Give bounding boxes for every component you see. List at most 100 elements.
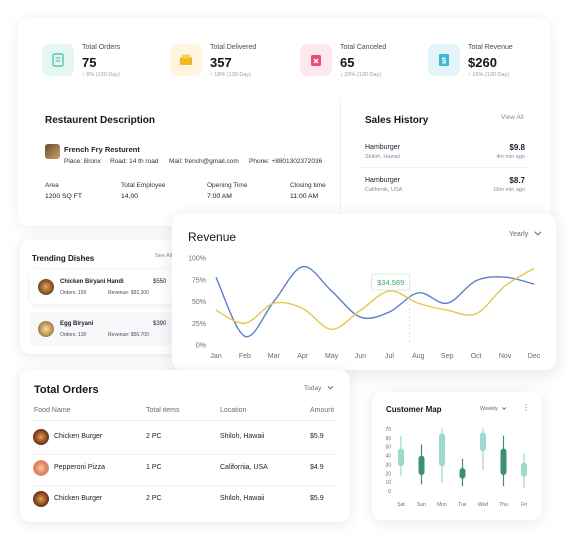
- stat-label: Total Delivered: [210, 44, 257, 51]
- stat-change: ↑ 18% (130 Day): [210, 72, 251, 78]
- dish-name: Chicken Biryani Handi: [60, 279, 124, 285]
- period-dropdown-value: Yearly: [509, 231, 529, 238]
- food-amount: $5.9: [310, 433, 324, 440]
- x-tick-label: Wed: [478, 502, 488, 508]
- dish-orders: Orders: 130: [60, 332, 87, 338]
- restaurant-name: French Fry Resturent: [64, 145, 140, 154]
- up-arrow-icon: ↑: [210, 72, 213, 78]
- biryani-dish-icon: [38, 279, 54, 295]
- closing-value: 11:00 AM: [290, 193, 319, 200]
- sale-item-name: Hamburger: [365, 144, 401, 151]
- revenue-icon: $: [428, 44, 460, 76]
- restaurant-mail: Mail: french@gmail.com: [169, 158, 239, 165]
- up-arrow-icon: ↑: [82, 72, 85, 78]
- y-tick-label: 75%: [192, 277, 206, 284]
- candle-body[interactable]: [398, 448, 404, 467]
- col-header-items: Total items: [146, 407, 180, 414]
- box-icon: [170, 44, 202, 76]
- customer-map-card: Customer Map Weekly ⋮ 70 60 50 40 30 20 10 0 Sat…: [372, 392, 542, 520]
- sales-history-card: Sales History View All Hamburger Shiloh,…: [340, 100, 540, 224]
- restaurant-road: Road: 14 th road: [110, 158, 159, 165]
- food-items: 2 PC: [146, 495, 162, 502]
- egg-biryani-dish-icon: [38, 321, 54, 337]
- x-tick-label: Tue: [458, 502, 467, 508]
- customer-candlestick-chart: 70 60 50 40 30 20 10 0 Sat Sun Mon Tue Wed Thu Fri: [385, 427, 527, 508]
- burger-icon: [33, 429, 49, 445]
- orders-title: Total Orders: [34, 384, 99, 396]
- pizza-icon: [33, 460, 49, 476]
- x-tick-label: Sep: [441, 353, 454, 360]
- stat-label: Total Canceled: [340, 44, 387, 51]
- total-orders-card: Total Orders Today Food Name Total items…: [20, 370, 350, 522]
- x-tick-label: Jan: [210, 353, 221, 360]
- stat-label: Total Revenue: [468, 44, 513, 51]
- food-items: 1 PC: [146, 464, 162, 471]
- dish-orders: Orders: 150: [60, 290, 87, 296]
- stat-change: ↓ 20% (130 Day): [340, 72, 381, 78]
- stat-value: 65: [340, 55, 355, 70]
- dish-price: $390: [153, 321, 167, 327]
- down-arrow-icon: ↓: [340, 72, 343, 78]
- stat-value: 75: [82, 55, 97, 70]
- sale-item-price: $9.8: [509, 143, 525, 152]
- table-row[interactable]: Chicken Burger 2 PC Shiloh, Hawaii $5.9: [20, 425, 350, 451]
- x-tick-label: Jul: [385, 353, 394, 360]
- divider: [30, 420, 338, 421]
- stat-value: 357: [210, 55, 232, 70]
- restaurant-logo: [45, 144, 60, 159]
- stat-label: Total Orders: [82, 44, 121, 51]
- trending-item[interactable]: Chicken Biryani Handi Orders: 150 Revenu…: [30, 270, 174, 304]
- opening-value: 7:00 AM: [207, 193, 232, 200]
- customer-map-title: Customer Map: [386, 405, 442, 414]
- candle-body[interactable]: [521, 462, 527, 477]
- trending-item[interactable]: Egg Biryani Orders: 130 Revenue: $56,700…: [30, 312, 174, 346]
- food-location: California, USA: [220, 464, 268, 471]
- y-tick-label: 0: [388, 489, 391, 495]
- restaurant-place: Place: Bronx: [64, 158, 101, 165]
- x-tick-label: Thu: [499, 502, 508, 508]
- food-location: Shiloh, Hawaii: [220, 495, 265, 502]
- trending-title: Trending Dishes: [32, 254, 95, 263]
- y-tick-label: 30: [385, 462, 391, 468]
- food-name: Chicken Burger: [54, 433, 103, 440]
- candle-body[interactable]: [439, 433, 445, 467]
- orders-filter-dropdown[interactable]: Today: [304, 383, 334, 392]
- x-tick-label: Jun: [355, 353, 366, 360]
- col-header-location: Location: [220, 407, 247, 414]
- table-row[interactable]: Chicken Burger 2 PC Shiloh, Hawaii $5.9: [20, 487, 350, 513]
- candle-body[interactable]: [459, 467, 466, 479]
- candle-body[interactable]: [500, 448, 507, 476]
- see-all-link[interactable]: See All: [155, 253, 173, 259]
- candle-body[interactable]: [418, 455, 425, 476]
- customer-map-filter-value: Weekly: [480, 406, 498, 412]
- sale-item-place: Shiloh, Hawaii: [365, 154, 400, 160]
- employee-label: Total Employee: [121, 182, 166, 189]
- dish-price: $550: [153, 279, 167, 285]
- more-options-icon[interactable]: ⋮: [522, 403, 530, 412]
- dish-revenue: Revenue: $56,700: [108, 332, 149, 338]
- dish-revenue: Revenue: $92,300: [108, 290, 149, 296]
- view-all-link[interactable]: View All: [501, 114, 524, 121]
- x-tick-label: Mar: [268, 353, 281, 360]
- period-dropdown[interactable]: Yearly: [509, 228, 542, 238]
- y-tick-label: 70: [385, 427, 391, 433]
- revenue-card: Revenue Yearly 100% 75% 50% 25% 0% Jan Feb Mar A…: [172, 214, 556, 370]
- x-tick-label: Mon: [437, 502, 447, 508]
- y-tick-label: 0%: [196, 343, 206, 350]
- stat-change: ↑ 6% (130 Day): [82, 72, 120, 78]
- sale-item-price: $8.7: [509, 176, 525, 185]
- sale-item-time: 16m min ago: [493, 187, 525, 193]
- x-tick-label: Apr: [297, 353, 309, 360]
- opening-label: Opening Time: [207, 182, 248, 189]
- tooltip-value: $34,589: [377, 278, 404, 287]
- up-arrow-icon: ↑: [468, 72, 471, 78]
- restaurant-phone: Phone: +8801302372036: [249, 158, 323, 165]
- x-tick-label: Dec: [528, 353, 541, 360]
- x-tick-label: Sun: [417, 502, 426, 508]
- table-row[interactable]: Pepperoni Pizza 1 PC California, USA $4.…: [20, 456, 350, 482]
- sale-item-name: Hamburger: [365, 177, 401, 184]
- candle-body[interactable]: [480, 432, 486, 452]
- customer-map-filter[interactable]: Weekly: [480, 405, 507, 412]
- x-tick-label: Oct: [471, 353, 482, 360]
- stat-value: $260: [468, 55, 497, 70]
